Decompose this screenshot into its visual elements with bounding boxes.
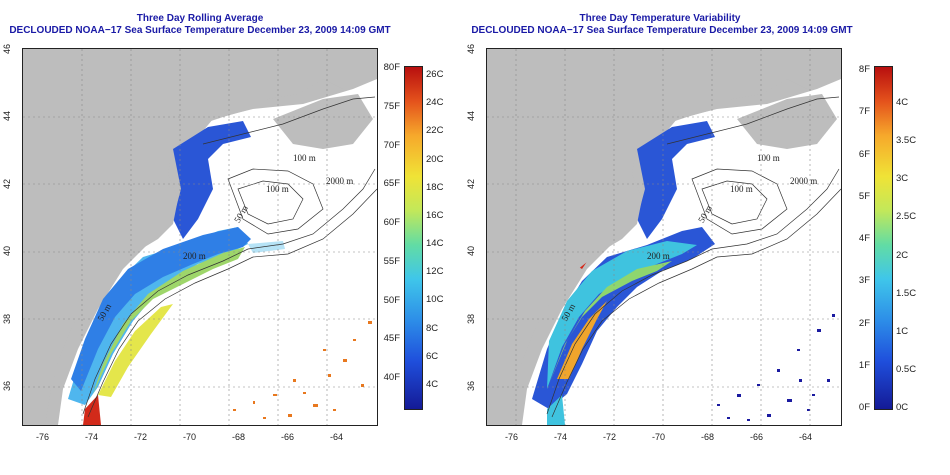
- left-colorbar-f-label-6: 50F: [383, 294, 400, 306]
- left-lat-tick-40: 40: [2, 245, 13, 257]
- left-colorbar-f-label-1: 75F: [383, 100, 400, 112]
- right-title-line2: DECLOUDED NOAA−17 Sea Surface Temperatur…: [471, 25, 853, 36]
- right-colorbar-c-label-1: 3.5C: [896, 135, 917, 147]
- left-lat-tick-46: 46: [2, 43, 13, 55]
- right-colorbar-f-label-6: 2F: [858, 317, 870, 329]
- right-lon-tick-64: -64: [799, 432, 813, 442]
- left-lon-tick-76: -76: [36, 432, 50, 442]
- left-lon-tick-72: -72: [134, 432, 148, 442]
- left-colorbar-c-label-7: 12C: [426, 266, 444, 278]
- left-sst-map: 100 m 100 m 2000 m 50 m 200 m 50 m: [22, 48, 378, 426]
- left-lat-tick-36: 36: [2, 380, 13, 392]
- right-lon-tick-66: -66: [750, 432, 764, 442]
- left-lon-tick-70: -70: [183, 432, 197, 442]
- left-colorbar-c-label-6: 14C: [426, 238, 444, 250]
- left-lat-tick-38: 38: [2, 313, 13, 325]
- right-colorbar-c-label-7: 0.5C: [896, 363, 917, 375]
- right-title-line1: Three Day Temperature Variability: [579, 13, 741, 24]
- left-colorbar: [404, 66, 423, 410]
- left-colorbar-c-label-4: 18C: [426, 181, 444, 193]
- right-lat-tick-46: 46: [466, 43, 477, 55]
- right-lat-tick-44: 44: [466, 110, 477, 122]
- contour-label-100m-a: 100 m: [293, 153, 316, 163]
- right-colorbar-c-label-6: 1C: [896, 325, 909, 337]
- contour-label-100m-b: 100 m: [266, 184, 289, 194]
- contour-label-2000m: 2000 m: [326, 176, 353, 186]
- left-colorbar-c-label-1: 24C: [426, 97, 444, 109]
- right-lat-tick-38: 38: [466, 313, 477, 325]
- right-lat-tick-42: 42: [466, 178, 477, 190]
- left-colorbar-f-label-4: 60F: [383, 217, 400, 228]
- right-colorbar-f-label-0: 8F: [858, 64, 870, 75]
- left-title-line2: DECLOUDED NOAA−17 Sea Surface Temperatur…: [9, 25, 391, 36]
- right-colorbar-c-label-5: 1.5C: [896, 287, 917, 299]
- right-lon-tick-72: -72: [603, 432, 617, 442]
- left-lat-tick-44: 44: [2, 110, 13, 122]
- right-colorbar-f-label-5: 3F: [858, 275, 870, 287]
- r-contour-label-200m: 200 m: [647, 251, 670, 261]
- right-colorbar-c-label-3: 2.5C: [896, 211, 917, 223]
- right-colorbar-f-label-3: 5F: [858, 190, 870, 202]
- left-colorbar-f-label-5: 55F: [383, 255, 400, 267]
- left-title-line1: Three Day Rolling Average: [136, 13, 264, 24]
- right-colorbar-f-label-4: 4F: [858, 233, 870, 244]
- r-contour-label-100m-b: 100 m: [730, 184, 753, 194]
- left-colorbar-f-label-3: 65F: [383, 178, 400, 190]
- left-colorbar-c-label-0: 26C: [426, 69, 444, 80]
- left-lon-tick-74: -74: [85, 432, 99, 442]
- right-lat-tick-40: 40: [466, 245, 477, 257]
- r-contour-label-100m-a: 100 m: [757, 153, 780, 163]
- right-lat-tick-36: 36: [466, 380, 477, 392]
- left-colorbar-c-label-10: 6C: [426, 350, 439, 362]
- left-colorbar-f-label-2: 70F: [383, 139, 400, 151]
- left-colorbar-c-label-2: 22C: [426, 125, 444, 137]
- right-colorbar: [874, 66, 893, 410]
- left-lon-tick-66: -66: [281, 432, 295, 442]
- right-colorbar-c-label-4: 2C: [896, 249, 909, 261]
- right-colorbar-f-label-7: 1F: [858, 359, 870, 371]
- left-colorbar-f-label-0: 80F: [383, 62, 400, 73]
- left-colorbar-f-label-8: 40F: [383, 372, 400, 383]
- right-colorbar-f-label-1: 7F: [858, 106, 870, 118]
- left-lat-tick-42: 42: [2, 178, 13, 190]
- left-colorbar-c-label-5: 16C: [426, 209, 444, 221]
- left-lon-tick-68: -68: [232, 432, 246, 442]
- left-colorbar-c-label-3: 20C: [426, 153, 444, 165]
- right-colorbar-f-label-8: 0F: [858, 402, 870, 413]
- right-lon-tick-76: -76: [505, 432, 519, 442]
- right-lon-tick-68: -68: [701, 432, 715, 442]
- contour-label-200m: 200 m: [183, 251, 206, 261]
- right-colorbar-c-label-2: 3C: [896, 173, 909, 185]
- left-colorbar-f-label-7: 45F: [383, 333, 400, 345]
- left-colorbar-c-label-8: 10C: [426, 294, 444, 306]
- right-colorbar-c-label-8: 0C: [896, 402, 909, 413]
- left-colorbar-c-label-11: 4C: [426, 379, 439, 390]
- right-lon-tick-74: -74: [554, 432, 568, 442]
- right-lon-tick-70: -70: [652, 432, 666, 442]
- right-colorbar-c-label-0: 4C: [896, 97, 909, 108]
- left-colorbar-c-label-9: 8C: [426, 322, 439, 334]
- right-variability-map: 100 m 100 m 2000 m 50 m 200 m 50 m: [486, 48, 842, 426]
- right-colorbar-f-label-2: 6F: [858, 148, 870, 160]
- left-lon-tick-64: -64: [330, 432, 344, 442]
- r-contour-label-2000m: 2000 m: [790, 176, 817, 186]
